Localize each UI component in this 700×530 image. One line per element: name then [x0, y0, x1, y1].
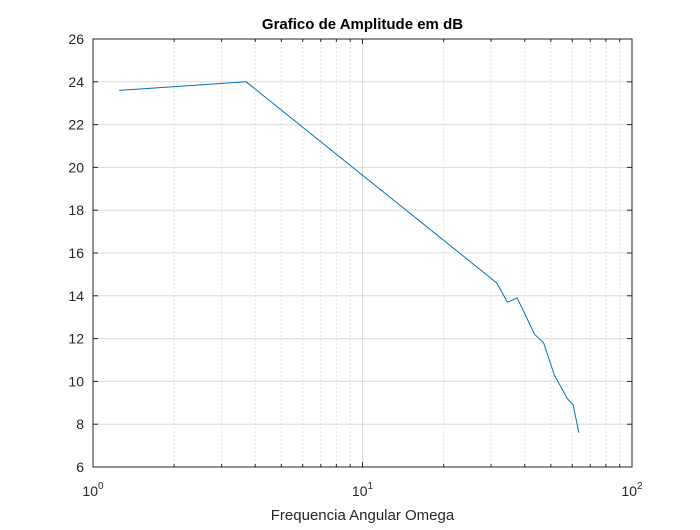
x-tick-label: 101	[352, 481, 374, 499]
x-tick-label: 100	[82, 481, 104, 499]
x-tick-label: 102	[621, 481, 643, 499]
chart-title: Grafico de Amplitude em dB	[262, 16, 463, 33]
y-tick-label: 22	[68, 117, 84, 133]
y-tick-label: 24	[68, 74, 84, 90]
y-tick-label: 10	[68, 373, 84, 389]
y-tick-labels: 6 8 10 12 14 16 18 20 22 24 26	[68, 31, 84, 475]
x-axis-label: Frequencia Angular Omega	[271, 507, 455, 524]
tick-marks	[92, 38, 633, 468]
y-tick-label: 16	[68, 245, 84, 261]
series-line	[119, 81, 580, 433]
y-tick-label: 14	[68, 288, 84, 304]
series-layer	[119, 81, 580, 433]
y-tick-label: 18	[68, 202, 84, 218]
y-tick-label: 12	[68, 331, 84, 347]
y-tick-label: 20	[68, 159, 84, 175]
x-tick-labels: 100 101 102	[82, 481, 643, 499]
y-tick-label: 8	[76, 416, 84, 432]
y-tick-label: 6	[76, 459, 84, 475]
y-tick-label: 26	[68, 31, 84, 47]
